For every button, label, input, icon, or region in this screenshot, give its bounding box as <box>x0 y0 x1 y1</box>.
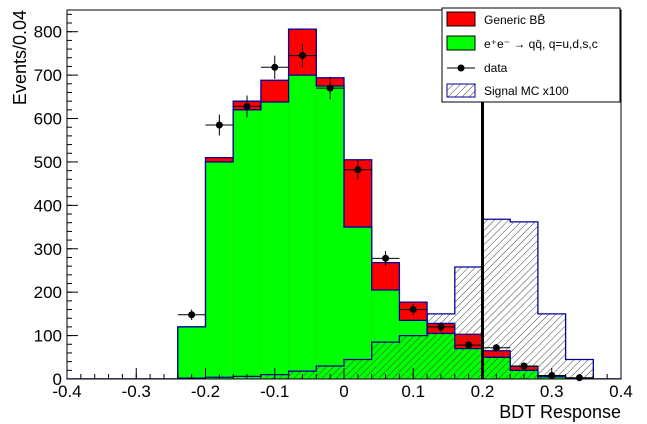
x-tick-label: 0.3 <box>540 382 564 401</box>
bar-signal-mc <box>316 365 344 379</box>
bar-signal-mc <box>344 359 372 379</box>
x-tick-label: -0.1 <box>260 382 289 401</box>
y-tick-label: 400 <box>34 196 62 215</box>
bar-continuum <box>233 109 261 379</box>
x-tick-label: -0.2 <box>191 382 220 401</box>
legend-label-data: data <box>484 61 508 75</box>
legend-swatch-signal <box>446 83 476 98</box>
data-point <box>409 306 417 314</box>
y-tick-label: 100 <box>34 327 62 346</box>
data-point <box>492 344 500 352</box>
data-point <box>298 52 306 60</box>
bar-continuum <box>205 161 234 379</box>
bar-continuum <box>344 227 372 379</box>
bar-continuum <box>316 85 344 379</box>
legend-entry-signal: Signal MC x100 <box>446 83 569 98</box>
data-point <box>465 341 473 349</box>
legend-swatch-generic-bb <box>446 11 476 27</box>
y-tick-label: 500 <box>34 153 62 172</box>
bar-signal-mc <box>565 359 594 379</box>
bar-signal-mc <box>482 219 511 379</box>
bar-continuum <box>288 75 317 379</box>
legend-label-continuum: e⁺e⁻ → qq̄, q=u,d,s,c <box>484 37 598 51</box>
data-point <box>520 362 528 370</box>
bar-continuum <box>177 326 206 379</box>
x-axis: -0.4 -0.3 -0.2 -0.1 0 0.1 0.2 0.3 0.4 <box>52 368 633 401</box>
y-axis-label: Events/0.04 <box>10 10 30 105</box>
y-tick-label: 700 <box>34 66 62 85</box>
y-tick-label: 200 <box>34 283 62 302</box>
legend-marker-data <box>457 64 465 72</box>
x-axis-label: BDT Response <box>499 402 621 422</box>
y-axis: 0 100 200 300 400 500 600 700 800 <box>34 13 78 389</box>
x-tick-label: -0.4 <box>52 382 81 401</box>
bar-continuum <box>260 102 289 379</box>
y-tick-label: 800 <box>34 23 62 42</box>
bar-signal-mc <box>454 266 483 379</box>
legend: Generic BB̄ e⁺e⁻ → qq̄, q=u,d,s,c data S… <box>441 7 621 103</box>
x-tick-label: 0.2 <box>471 382 495 401</box>
y-tick-label: 0 <box>53 370 62 389</box>
legend-entry-data: data <box>447 61 508 75</box>
data-point <box>437 323 445 331</box>
legend-swatch-continuum <box>446 35 476 51</box>
data-point <box>382 254 390 262</box>
x-tick-label: 0.1 <box>401 382 425 401</box>
data-point <box>188 311 196 319</box>
data-point <box>215 121 223 129</box>
data-point <box>271 63 279 71</box>
x-tick-label: 0 <box>339 382 348 401</box>
x-tick-label: -0.3 <box>122 382 151 401</box>
legend-label-generic-bb: Generic BB̄ <box>484 13 545 27</box>
data-series <box>177 43 594 382</box>
data-point <box>326 84 334 92</box>
y-tick-label: 300 <box>34 240 62 259</box>
y-tick-label: 600 <box>34 110 62 129</box>
data-point <box>354 166 362 174</box>
data-point <box>243 102 251 110</box>
x-tick-label: 0.4 <box>609 382 633 401</box>
bar-signal-mc <box>510 221 538 379</box>
legend-entry-continuum: e⁺e⁻ → qq̄, q=u,d,s,c <box>446 35 598 51</box>
legend-entry-generic-bb: Generic BB̄ <box>446 11 545 27</box>
signal-mc-series <box>67 218 621 379</box>
bar-signal-mc <box>371 342 400 379</box>
legend-label-signal: Signal MC x100 <box>484 84 569 98</box>
